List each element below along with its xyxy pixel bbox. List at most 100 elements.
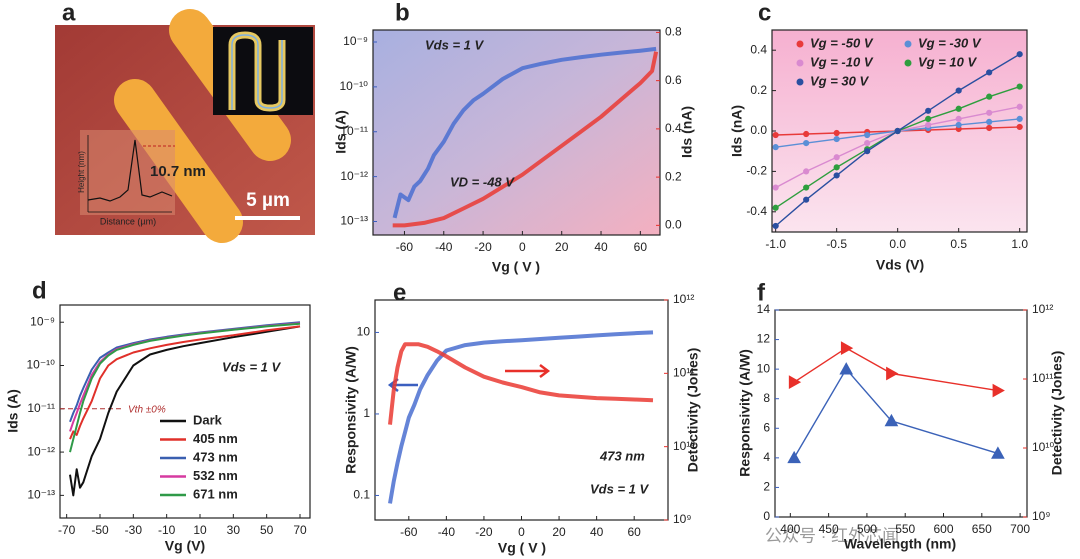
data-point: [1016, 51, 1023, 58]
data-point: [925, 121, 932, 129]
data-point: [894, 127, 901, 135]
x-tick-label: -60: [396, 240, 414, 254]
x-tick-label: 600: [933, 522, 953, 536]
legend-swatch: [796, 40, 804, 48]
legend-label: Vg = -30 V: [918, 35, 982, 50]
annotation: 473 nm: [599, 448, 645, 463]
y-tick-label: 10⁻¹¹: [340, 124, 368, 138]
y-axis-title: Responsivity (A/W): [737, 349, 753, 477]
y-axis-title: Ids (nA): [729, 105, 745, 157]
data-point: [803, 196, 810, 203]
series-line: [69, 322, 301, 453]
y-tick-label: 10⁻⁹: [30, 314, 55, 328]
panel-letter: c: [758, 0, 771, 26]
x-axis-title: Vg ( V ): [492, 259, 540, 275]
y-tick-label: 12: [757, 332, 771, 346]
data-point: [772, 204, 779, 211]
data-point: [803, 168, 810, 175]
x-tick-label: 70: [293, 523, 307, 537]
x-tick-label: 700: [1010, 522, 1030, 536]
data-point: [925, 115, 932, 122]
y-tick-label: 10⁻¹⁰: [340, 79, 369, 93]
legend-label: 532 nm: [193, 468, 238, 483]
y-tick-label: 2: [763, 480, 770, 494]
x-tick-label: 400: [780, 522, 800, 536]
x-tick-label: 20: [552, 525, 566, 539]
y-tick-label: 0: [763, 509, 770, 523]
y-tick-label: 10⁻¹⁰: [27, 358, 56, 372]
panel-letter: f: [757, 279, 766, 306]
panel-letter: d: [32, 277, 47, 304]
x-tick-label: 10: [193, 523, 207, 537]
y-tick-label: 0.4: [750, 42, 767, 56]
y2-axis-title: Ids (nA): [679, 106, 695, 158]
x-tick-label: -20: [475, 525, 493, 539]
data-point: [840, 341, 854, 355]
y-tick-label: 10: [357, 325, 371, 339]
y2-tick-label: 0.4: [665, 121, 682, 135]
y2-tick-label: 0.6: [665, 73, 682, 87]
inset-xlabel: Distance (µm): [100, 216, 156, 226]
data-point: [803, 130, 810, 138]
series-line: [388, 342, 654, 425]
x-tick-label: -0.5: [826, 237, 847, 251]
panel-letter: b: [395, 0, 410, 26]
legend-label: Vg = 10 V: [918, 54, 977, 69]
x-tick-label: 60: [634, 240, 648, 254]
data-point: [772, 131, 779, 139]
y-tick-label: 14: [757, 302, 771, 316]
y-tick-label: -0.2: [746, 164, 767, 178]
y2-tick-label: 10¹²: [673, 292, 694, 306]
data-point: [925, 107, 932, 114]
x-tick-label: -40: [435, 240, 453, 254]
x-tick-label: -20: [474, 240, 492, 254]
legend-swatch: [796, 78, 804, 86]
data-point: [986, 109, 993, 116]
x-tick-label: 1.0: [1011, 237, 1028, 251]
data-point: [864, 131, 871, 139]
y2-tick-label: 10⁹: [673, 512, 692, 526]
y-tick-label: 10⁻⁹: [343, 34, 368, 48]
scale-bar-label: 5 µm: [246, 190, 290, 211]
data-point: [803, 184, 810, 191]
data-point: [839, 362, 854, 375]
x-axis-title: Vds (V): [876, 257, 924, 273]
data-point: [991, 446, 1005, 459]
y2-axis-title: Detectivity (Jones): [1049, 351, 1065, 475]
x-tick-label: 450: [819, 522, 839, 536]
x-tick-label: 60: [628, 525, 642, 539]
data-point: [955, 87, 962, 94]
data-point: [864, 148, 871, 155]
series-line: [69, 325, 301, 440]
y-tick-label: 0.0: [750, 123, 767, 137]
data-point: [787, 450, 801, 464]
x-tick-label: 0.0: [889, 237, 906, 251]
annotation: Vds = 1 V: [590, 481, 649, 496]
data-point: [1016, 115, 1023, 122]
legend-label: Vg = -10 V: [810, 54, 874, 69]
x-tick-label: 550: [895, 522, 915, 536]
x-tick-label: 0: [519, 240, 526, 254]
plot-area: [774, 309, 1028, 518]
watermark: 公众号 · 红外芯闻: [765, 526, 899, 545]
data-point: [986, 124, 993, 132]
x-tick-label: -70: [58, 523, 76, 537]
legend-label: 405 nm: [193, 431, 238, 446]
series-line: [793, 368, 999, 459]
y-tick-label: 0.1: [353, 488, 370, 502]
annotation: Vth ±0%: [128, 405, 166, 416]
x-tick-label: 0.5: [950, 237, 967, 251]
data-point: [803, 140, 810, 147]
x-tick-label: -30: [125, 523, 143, 537]
data-point: [955, 121, 962, 129]
y2-tick-label: 0.0: [665, 218, 682, 232]
y-tick-label: 10⁻¹¹: [27, 401, 55, 415]
x-tick-label: -40: [438, 525, 456, 539]
x-tick-label: 40: [594, 240, 608, 254]
x-tick-label: 40: [590, 525, 604, 539]
y-tick-label: 10⁻¹²: [340, 169, 368, 183]
data-point: [1016, 123, 1023, 131]
series-line: [69, 325, 301, 497]
y-tick-label: 4: [763, 450, 770, 464]
x-tick-label: 0: [518, 525, 525, 539]
